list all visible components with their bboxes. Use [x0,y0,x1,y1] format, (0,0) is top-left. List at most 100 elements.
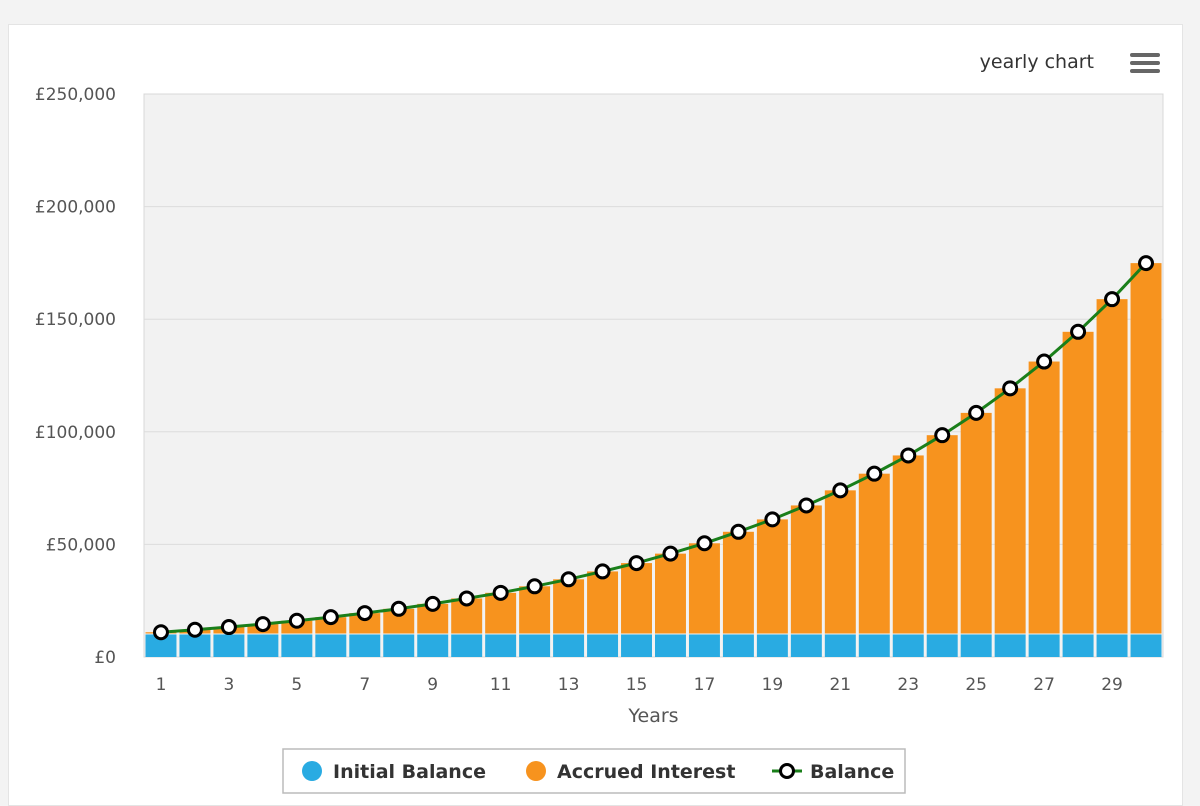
bar-accrued-interest [790,505,822,634]
balance-point [356,605,373,622]
balance-point [1104,291,1121,308]
gridlines [144,206,1163,545]
balance-point [1070,323,1087,340]
plot-area [143,93,1164,658]
bar-initial-balance [892,634,924,657]
legend-item-accrued-interest[interactable]: Accrued Interest [526,761,735,783]
bar-initial-balance [349,634,381,657]
bar-accrued-interest [688,543,720,634]
bar-initial-balance [247,634,279,657]
bar-accrued-interest [858,473,890,634]
x-tick-label: 15 [626,675,648,695]
x-tick-label: 13 [558,675,580,695]
bar-initial-balance [688,634,720,657]
balance-point [866,465,883,482]
chart-menu-label[interactable]: yearly chart [980,51,1094,73]
balance-point [152,624,169,641]
bar-accrued-interest [655,553,686,634]
y-tick-label: £100,000 [35,423,116,443]
balance-point [764,511,781,528]
balance-point [968,404,985,421]
bar-initial-balance [621,634,652,657]
chart-menu-button[interactable]: yearly chart [980,51,1160,73]
bar-accrued-interest [553,579,585,634]
bar-accrued-interest [587,571,619,634]
y-tick-label: £250,000 [35,85,116,105]
bar-initial-balance [722,634,754,657]
bar-initial-balance [145,634,177,657]
x-tick-label: 23 [897,675,919,695]
bar-accrued-interest [1130,263,1162,634]
balance-point [1036,353,1053,370]
bar-initial-balance [655,634,686,657]
bar-initial-balance [994,634,1026,657]
balance-point [186,621,203,638]
x-tick-label: 19 [762,675,784,695]
x-tick-label: 1 [156,675,167,695]
balance-point [526,578,543,595]
balance-point [934,427,951,444]
balance-point [832,482,849,499]
legend-item-balance[interactable]: Balance [772,761,894,783]
bar-accrued-interest [960,412,992,634]
balance-point [628,555,645,572]
bar-accrued-interest [1028,361,1060,634]
balance-point [696,535,713,552]
legend-balance-label: Balance [810,761,894,783]
x-tick-label: 21 [829,675,851,695]
bar-initial-balance [756,634,788,657]
legend: Initial Balance Accrued Interest Balance [282,748,906,794]
bar-initial-balance [1096,634,1128,657]
y-tick-label: £150,000 [35,310,116,330]
bar-initial-balance [315,634,347,657]
bar-initial-balance [213,634,245,657]
legend-initial-balance-label: Initial Balance [333,761,486,783]
bar-accrued-interest [349,613,381,634]
balance-point [254,616,271,633]
bar-initial-balance [790,634,822,657]
bar-initial-balance [926,634,958,657]
x-axis-tick-labels: 1 3 5 7 9 11 13 15 17 19 21 23 25 27 29 [156,675,1123,695]
x-tick-label: 25 [965,675,987,695]
legend-initial-balance-marker [302,761,322,781]
bar-accrued-interest [315,617,347,634]
bar-initial-balance [485,634,517,657]
bar-initial-balance [858,634,890,657]
balance-point [662,545,679,562]
hamburger-menu-icon[interactable] [1130,53,1160,73]
bar-accrued-interest [824,490,856,634]
bar-initial-balance [179,634,211,657]
y-tick-label: £50,000 [46,535,116,555]
bar-initial-balance [281,634,313,657]
legend-accrued-interest-marker [526,761,546,781]
x-tick-label: 9 [427,675,438,695]
bar-accrued-interest [994,388,1026,634]
balance-point [560,571,577,588]
bar-initial-balance [383,634,415,657]
x-tick-label: 7 [359,675,370,695]
bar-accrued-interest [621,563,652,634]
bar-initial-balance [824,634,856,657]
x-tick-label: 17 [694,675,716,695]
balance-point [424,595,441,612]
bar-initial-balance [553,634,585,657]
balance-point [220,619,237,636]
bar-initial-balance [1028,634,1060,657]
x-tick-label: 5 [291,675,302,695]
bar-initial-balance [587,634,619,657]
bar-initial-balance [417,634,449,657]
balance-point [390,600,407,617]
legend-item-initial-balance[interactable]: Initial Balance [302,761,486,783]
bar-accrued-interest [722,531,754,634]
balance-point [1002,380,1019,397]
x-tick-label: 27 [1033,675,1055,695]
bar-initial-balance [519,634,551,657]
balance-point [798,497,815,514]
balance-point [900,447,917,464]
balance-point [730,523,747,540]
x-tick-label: 3 [224,675,235,695]
bar-accrued-interest [892,455,924,634]
legend-accrued-interest-label: Accrued Interest [557,761,735,783]
y-axis-tick-labels: £0 £50,000 £100,000 £150,000 £200,000 £250,00… [35,85,116,668]
bar-accrued-interest [1096,299,1128,634]
